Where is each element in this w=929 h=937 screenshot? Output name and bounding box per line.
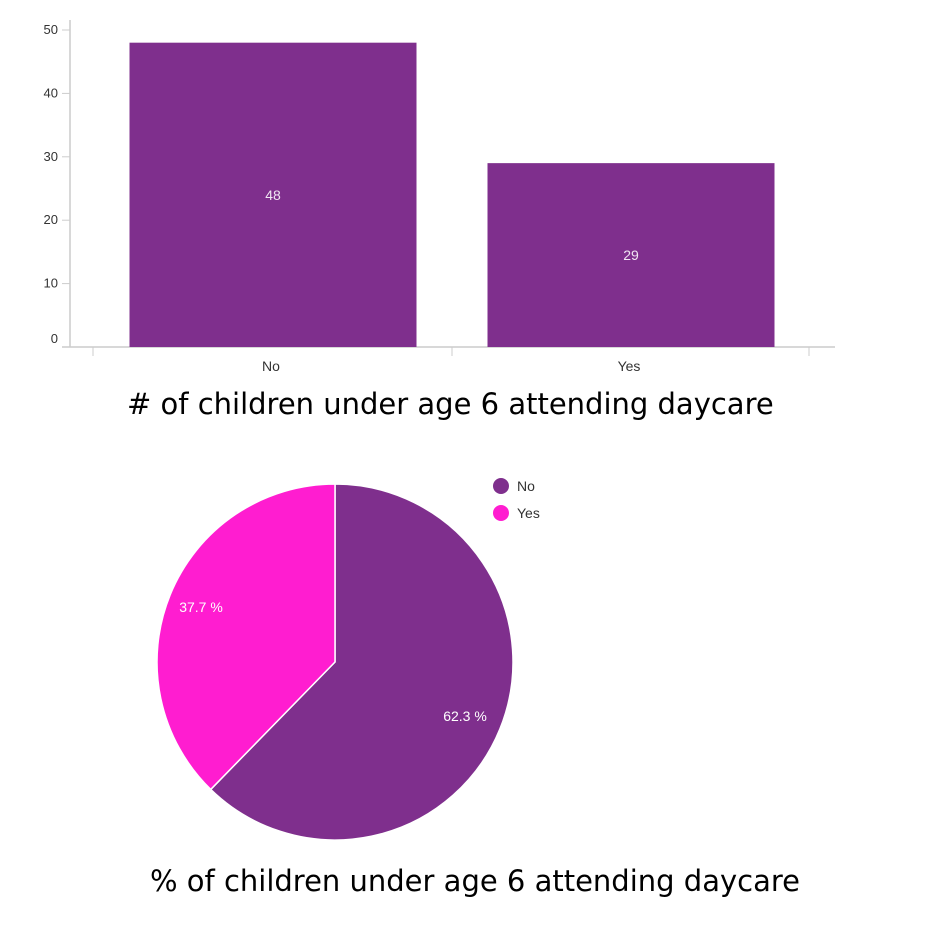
x-tick-label: Yes [618, 358, 641, 374]
legend-marker-no [493, 478, 509, 494]
y-tick-label: 50 [44, 22, 58, 37]
pie-data-label: 37.7 % [179, 599, 223, 615]
pie-data-label: 62.3 % [443, 708, 487, 724]
bar-yes [487, 163, 775, 347]
y-tick-label: 30 [44, 149, 58, 164]
bar-data-label: 29 [623, 247, 639, 263]
legend-marker-yes [493, 505, 509, 521]
bar-chart-title: # of children under age 6 attending dayc… [127, 387, 774, 421]
bar-no [129, 42, 417, 348]
legend-label: Yes [517, 505, 540, 521]
y-tick-label: 0 [51, 331, 58, 346]
pie-slice-yes [156, 483, 336, 791]
y-tick-label: 40 [44, 85, 58, 100]
bar-data-label: 48 [265, 187, 281, 203]
pie-chart-title: % of children under age 6 attending dayc… [150, 864, 800, 898]
y-tick-label: 20 [44, 212, 58, 227]
x-tick-label: No [262, 358, 280, 374]
legend-label: No [517, 478, 535, 494]
y-tick-label: 10 [44, 276, 58, 291]
pie-slice-no [209, 483, 514, 841]
